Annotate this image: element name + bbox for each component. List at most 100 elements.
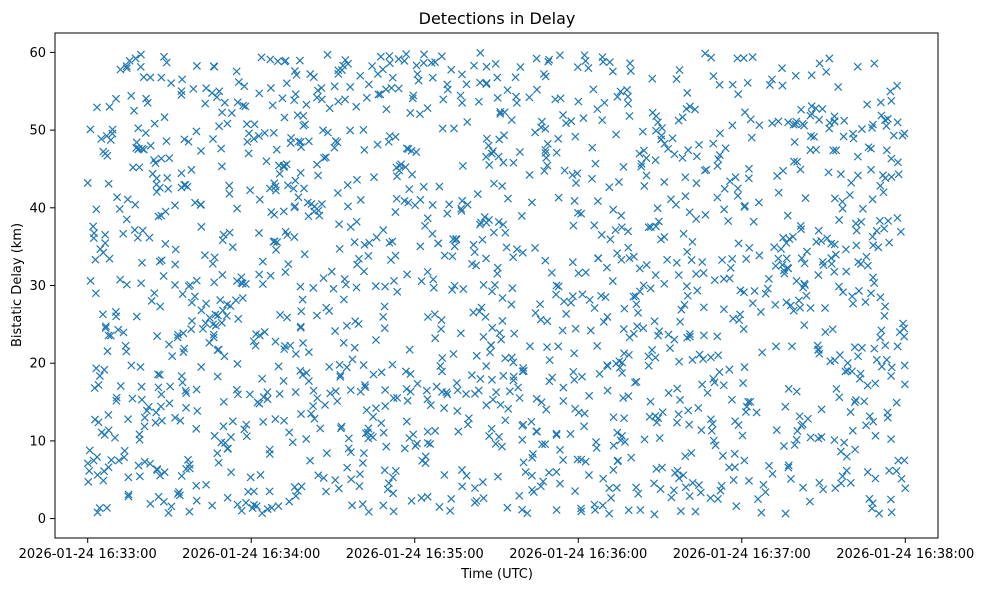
data-point xyxy=(363,428,372,437)
data-point xyxy=(580,422,589,431)
data-point xyxy=(685,420,694,429)
data-point xyxy=(673,384,682,393)
data-point xyxy=(624,99,633,108)
data-point xyxy=(519,363,528,372)
data-point xyxy=(734,239,743,248)
data-point xyxy=(817,405,826,414)
data-point xyxy=(542,405,551,414)
data-point xyxy=(515,147,524,157)
data-point xyxy=(482,401,491,410)
data-point xyxy=(103,347,112,356)
data-point xyxy=(160,468,169,477)
data-point xyxy=(304,348,313,357)
data-point xyxy=(323,128,332,137)
data-point xyxy=(541,256,550,265)
data-point xyxy=(242,432,251,441)
data-point xyxy=(456,91,465,100)
data-point xyxy=(101,239,110,248)
data-point xyxy=(632,300,641,309)
data-point xyxy=(437,52,446,61)
data-point xyxy=(380,466,389,475)
data-point xyxy=(234,78,243,87)
data-point xyxy=(381,282,390,291)
data-point xyxy=(111,94,121,103)
data-point xyxy=(599,474,608,483)
data-point xyxy=(457,206,466,215)
data-point xyxy=(340,274,349,284)
data-point xyxy=(467,371,476,380)
data-point xyxy=(202,480,211,489)
data-point xyxy=(678,113,687,122)
data-point xyxy=(733,54,742,63)
data-point xyxy=(623,92,632,101)
data-point xyxy=(98,310,107,319)
data-point xyxy=(95,503,104,513)
data-point xyxy=(177,371,186,381)
data-point xyxy=(282,79,291,88)
data-point xyxy=(354,254,363,263)
data-point xyxy=(372,233,381,242)
data-point xyxy=(407,496,416,505)
data-point xyxy=(586,326,595,335)
data-point xyxy=(255,89,264,98)
data-point xyxy=(654,217,663,226)
data-point xyxy=(99,147,108,156)
data-point xyxy=(122,215,131,224)
data-point xyxy=(779,166,788,175)
data-point xyxy=(93,508,102,517)
data-point xyxy=(179,348,188,357)
data-point xyxy=(389,507,398,516)
data-point xyxy=(715,151,724,160)
data-point xyxy=(863,100,872,109)
data-point xyxy=(626,59,635,68)
data-point xyxy=(192,127,201,136)
data-point xyxy=(342,363,351,372)
data-point xyxy=(138,226,147,235)
data-point xyxy=(538,440,547,449)
data-point xyxy=(251,341,260,350)
data-point xyxy=(799,483,808,492)
data-point xyxy=(258,509,267,518)
data-point xyxy=(900,361,909,370)
data-point xyxy=(334,220,344,229)
data-point xyxy=(379,501,388,510)
data-point xyxy=(241,102,250,111)
data-point xyxy=(648,74,657,83)
data-point xyxy=(543,317,552,326)
data-point xyxy=(91,289,100,298)
data-point xyxy=(422,386,431,395)
data-point xyxy=(887,508,896,517)
data-point xyxy=(900,380,909,389)
data-point xyxy=(403,396,412,405)
data-point xyxy=(423,267,432,276)
data-point xyxy=(746,115,755,124)
data-point xyxy=(735,316,744,325)
data-point xyxy=(280,113,289,122)
data-point xyxy=(803,414,812,423)
data-point xyxy=(127,91,136,100)
data-point xyxy=(205,313,214,322)
data-point xyxy=(364,507,373,516)
data-point xyxy=(342,321,351,330)
data-point xyxy=(187,165,196,174)
series-markers xyxy=(83,48,910,519)
data-point xyxy=(842,452,851,461)
data-point xyxy=(646,284,655,293)
data-point xyxy=(147,296,156,305)
data-point xyxy=(552,281,561,290)
data-point xyxy=(863,381,872,390)
data-point xyxy=(183,455,193,464)
data-point xyxy=(670,468,680,477)
data-point xyxy=(554,282,563,291)
data-point xyxy=(197,362,206,371)
data-point xyxy=(897,474,906,483)
data-point xyxy=(676,395,685,404)
data-point xyxy=(453,407,462,416)
data-point xyxy=(854,258,863,267)
data-point xyxy=(192,424,201,433)
data-point xyxy=(713,332,722,341)
data-point xyxy=(771,261,780,270)
y-axis-ticks: 0 10 20 30 40 50 60 xyxy=(29,46,55,527)
data-point xyxy=(210,431,219,440)
data-point xyxy=(619,162,628,171)
